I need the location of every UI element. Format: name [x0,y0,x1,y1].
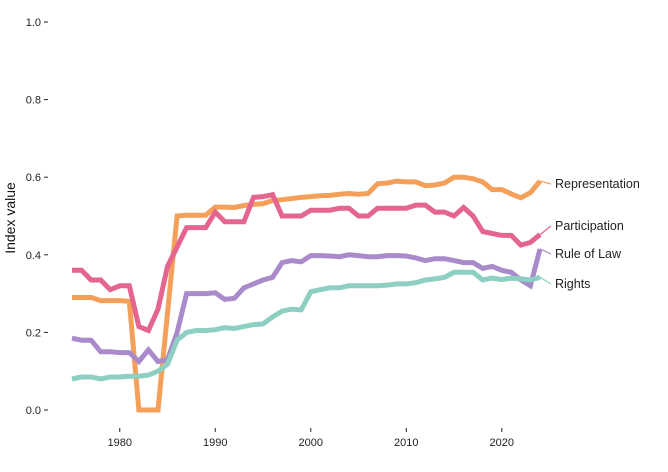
x-axis: 1980 1990 2000 2010 2020 [108,428,514,449]
series-line-rule-of-law [71,248,543,366]
series-line-participation [72,191,542,334]
series-label-participation: Participation [555,219,624,233]
series-leader-line [539,276,552,285]
series-leader-line [539,225,552,236]
x-tick-label: 2020 [490,437,514,449]
y-tick-label: 0.4 [26,250,41,262]
series-line-representation [72,174,542,413]
series-label-representation: Representation [555,177,640,191]
y-tick-label: 0.8 [26,95,41,107]
y-tick-label: 0.2 [26,327,41,339]
series-leader-line [539,248,552,255]
y-tick-label: 0.0 [26,405,41,417]
series-label-rights: Rights [555,277,590,291]
y-tick-label: 1.0 [26,17,41,29]
x-tick-label: 2000 [299,437,323,449]
series-label-rule-of-law: Rule of Law [555,247,622,261]
y-axis-title: Index value [2,182,18,254]
y-axis: 0.0 0.2 0.4 0.6 0.8 1.0 [26,17,48,417]
x-tick-label: 2010 [394,437,418,449]
y-tick-label: 0.6 [26,172,41,184]
x-tick-label: 1980 [108,437,132,449]
series-line-rights [71,269,541,382]
x-tick-label: 1990 [203,437,227,449]
series-leader-line [539,180,552,185]
series-layer [71,174,543,413]
series-labels: Representation Participation Rule of Law Ri… [539,177,640,291]
